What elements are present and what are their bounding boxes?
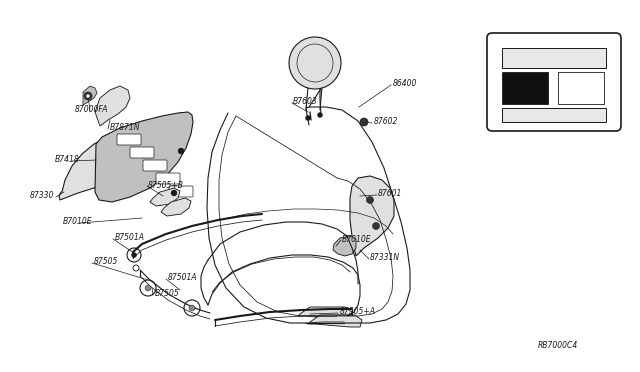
Text: 87331N: 87331N	[370, 253, 400, 263]
Text: 87505+A: 87505+A	[340, 308, 376, 317]
FancyBboxPatch shape	[143, 160, 167, 171]
Text: B7418: B7418	[55, 155, 80, 164]
Text: 87601: 87601	[378, 189, 403, 199]
Ellipse shape	[289, 37, 341, 89]
Text: 86400: 86400	[393, 80, 417, 89]
Circle shape	[145, 285, 151, 291]
Bar	[502, 48, 606, 68]
Text: 87330: 87330	[30, 192, 54, 201]
FancyBboxPatch shape	[117, 134, 141, 145]
Bar	[558, 72, 604, 104]
Bar	[502, 108, 606, 122]
Bar	[502, 72, 548, 104]
Text: B7505: B7505	[155, 289, 180, 298]
Polygon shape	[161, 198, 191, 216]
Text: B7010E: B7010E	[342, 234, 372, 244]
Polygon shape	[59, 136, 126, 200]
FancyBboxPatch shape	[130, 147, 154, 158]
Circle shape	[178, 148, 184, 154]
Polygon shape	[308, 315, 362, 327]
FancyBboxPatch shape	[487, 33, 621, 131]
Text: 87505+B: 87505+B	[148, 180, 184, 189]
FancyBboxPatch shape	[156, 173, 180, 184]
Polygon shape	[95, 86, 130, 126]
Circle shape	[84, 92, 92, 100]
Circle shape	[360, 118, 368, 126]
Text: B7010E: B7010E	[63, 218, 93, 227]
Text: 87501A: 87501A	[168, 273, 198, 282]
Text: B7501A: B7501A	[115, 234, 145, 243]
Polygon shape	[83, 86, 97, 105]
Circle shape	[367, 196, 374, 203]
Polygon shape	[298, 307, 352, 319]
Text: 87000FA: 87000FA	[75, 105, 109, 113]
Text: 87505: 87505	[94, 257, 118, 266]
Circle shape	[372, 222, 380, 230]
Polygon shape	[150, 188, 180, 206]
Circle shape	[131, 253, 136, 257]
Circle shape	[189, 305, 195, 311]
Polygon shape	[95, 112, 193, 202]
Polygon shape	[333, 236, 356, 256]
Text: B7603: B7603	[293, 97, 317, 106]
Circle shape	[86, 94, 90, 98]
Circle shape	[317, 112, 323, 118]
Text: RB7000C4: RB7000C4	[538, 341, 579, 350]
Circle shape	[305, 115, 310, 121]
Circle shape	[171, 190, 177, 196]
Polygon shape	[350, 176, 394, 256]
Text: B7871N: B7871N	[110, 124, 141, 132]
FancyBboxPatch shape	[169, 186, 193, 197]
Text: 87602: 87602	[374, 118, 398, 126]
